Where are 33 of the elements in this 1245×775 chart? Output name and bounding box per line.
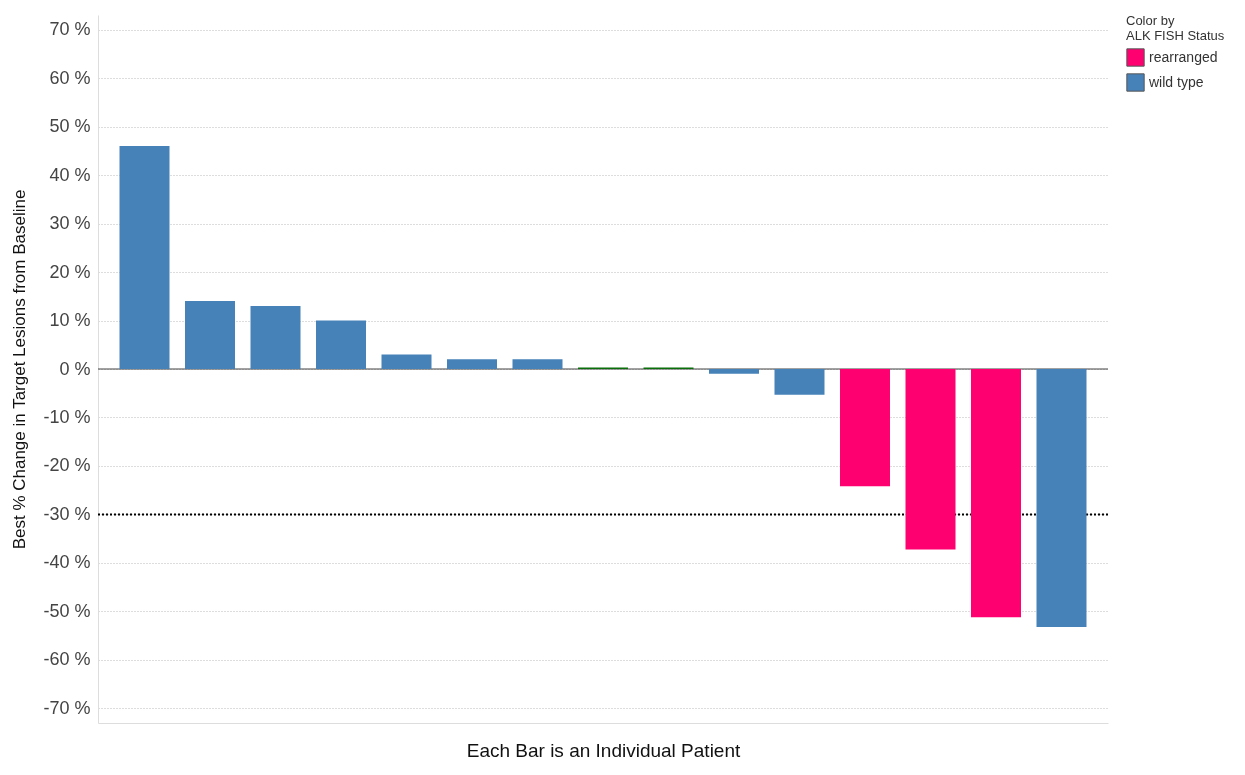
bar bbox=[250, 305, 301, 369]
y-tick-label: -70 % bbox=[43, 697, 91, 718]
bar bbox=[381, 354, 432, 369]
bar bbox=[512, 359, 563, 369]
x-axis-title: Each Bar is an Individual Patient bbox=[466, 739, 741, 761]
y-tick-label: 30 % bbox=[49, 213, 91, 234]
bar bbox=[709, 369, 759, 374]
bar bbox=[185, 301, 235, 369]
y-tick-label: -60 % bbox=[43, 649, 91, 670]
y-tick-label: 70 % bbox=[49, 19, 91, 40]
y-tick-label: -50 % bbox=[43, 600, 91, 621]
y-tick-label: -10 % bbox=[43, 406, 91, 427]
y-tick-label: 50 % bbox=[49, 116, 91, 137]
y-tick-label: 0 % bbox=[59, 358, 91, 379]
legend-label: rearranged bbox=[1149, 48, 1218, 65]
bar bbox=[971, 369, 1021, 618]
bar bbox=[840, 369, 890, 487]
y-axis-title: Best % Change in Target Lesions from Baseline bbox=[10, 189, 30, 550]
y-tick-label: 10 % bbox=[49, 310, 91, 331]
bar bbox=[119, 145, 170, 369]
bar bbox=[774, 369, 825, 395]
legend-label: wild type bbox=[1148, 73, 1204, 90]
bar bbox=[905, 369, 956, 550]
bar bbox=[1036, 369, 1087, 627]
y-tick-label: 60 % bbox=[49, 67, 91, 88]
bar bbox=[447, 359, 497, 369]
bar bbox=[316, 320, 366, 369]
legend-title: Color by ALK FISH Status bbox=[1126, 13, 1225, 43]
y-tick-label: -40 % bbox=[43, 552, 91, 573]
y-tick-label: 20 % bbox=[49, 261, 91, 282]
y-tick-label: -30 % bbox=[43, 503, 91, 524]
y-tick-label: -20 % bbox=[43, 455, 91, 476]
y-tick-label: 40 % bbox=[49, 164, 91, 185]
